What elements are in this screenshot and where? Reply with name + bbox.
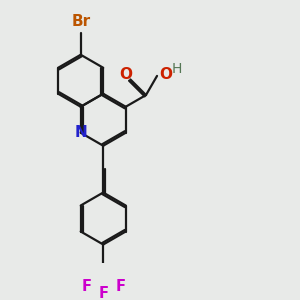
Text: O: O bbox=[159, 67, 172, 82]
Text: N: N bbox=[74, 125, 87, 140]
Text: F: F bbox=[81, 279, 91, 294]
Text: O: O bbox=[119, 67, 132, 82]
Text: F: F bbox=[115, 279, 125, 294]
Text: H: H bbox=[171, 61, 182, 76]
Text: Br: Br bbox=[71, 14, 90, 29]
Text: F: F bbox=[98, 286, 108, 300]
